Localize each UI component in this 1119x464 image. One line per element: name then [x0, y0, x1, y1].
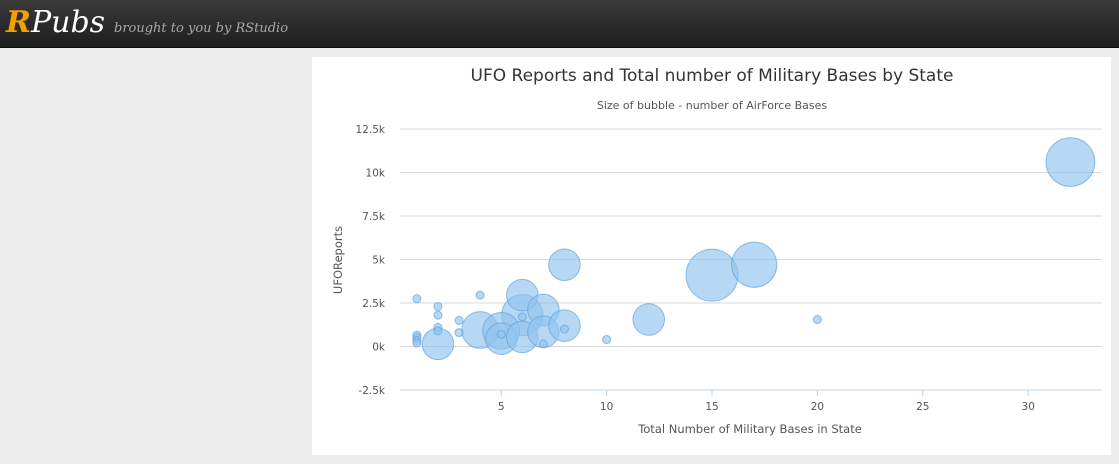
bubble-point[interactable]	[454, 328, 464, 338]
y-axis-ticks: -2.5k 0k 2.5k 5k 7.5k 10k 12.5k	[356, 124, 386, 397]
bubble-point[interactable]	[685, 248, 739, 302]
bubble-point[interactable]	[602, 335, 612, 345]
bubble-point[interactable]	[632, 303, 666, 336]
bubble-point[interactable]	[475, 290, 485, 300]
y-tick-label: 2.5k	[362, 298, 386, 310]
bubble-point[interactable]	[731, 241, 778, 288]
x-tick-label: 10	[600, 401, 613, 413]
bubble-point[interactable]	[538, 339, 548, 349]
y-tick-label: -2.5k	[358, 385, 385, 397]
bubble-point[interactable]	[812, 315, 822, 325]
chart-title: UFO Reports and Total number of Military…	[471, 66, 954, 86]
x-axis-ticks: 5 10 15 20 25 30	[498, 390, 1035, 413]
bubble-point[interactable]	[548, 248, 581, 281]
bubble-point[interactable]	[412, 338, 422, 348]
x-tick-label: 30	[1022, 401, 1035, 413]
tagline: brought to you by RStudio	[114, 21, 289, 36]
bubble-point[interactable]	[1045, 137, 1096, 187]
bubble-point[interactable]	[433, 326, 443, 336]
rpubs-logo[interactable]: RPubs	[6, 4, 105, 42]
y-tick-label: 7.5k	[362, 211, 386, 223]
bubble-point[interactable]	[454, 315, 464, 325]
bubbles	[412, 137, 1096, 361]
y-tick-label: 12.5k	[356, 124, 386, 136]
bubble-point[interactable]	[559, 324, 569, 334]
chart-subtitle: Size of bubble - number of AirForce Base…	[597, 99, 828, 112]
bubble-chart: UFO Reports and Total number of Military…	[331, 66, 1102, 436]
x-axis-label: Total Number of Military Bases in State	[637, 422, 862, 436]
x-tick-label: 20	[811, 401, 824, 413]
y-axis-label: UFOReports	[331, 226, 345, 294]
logo-r: R	[6, 5, 31, 40]
y-tick-label: 10k	[366, 168, 386, 180]
top-bar: RPubs brought to you by RStudio	[0, 0, 1119, 48]
bubble-point[interactable]	[496, 329, 506, 339]
y-tick-label: 0k	[372, 342, 386, 354]
bubble-point[interactable]	[433, 310, 443, 320]
bubble-point[interactable]	[433, 301, 443, 311]
chart-panel: UFO Reports and Total number of Military…	[312, 57, 1111, 455]
x-tick-label: 5	[498, 401, 505, 413]
bubble-point[interactable]	[517, 312, 527, 322]
logo-text: Pubs	[30, 5, 106, 40]
bubble-point[interactable]	[412, 294, 422, 304]
x-tick-label: 25	[916, 401, 929, 413]
y-tick-label: 5k	[372, 255, 386, 267]
x-tick-label: 15	[705, 401, 718, 413]
